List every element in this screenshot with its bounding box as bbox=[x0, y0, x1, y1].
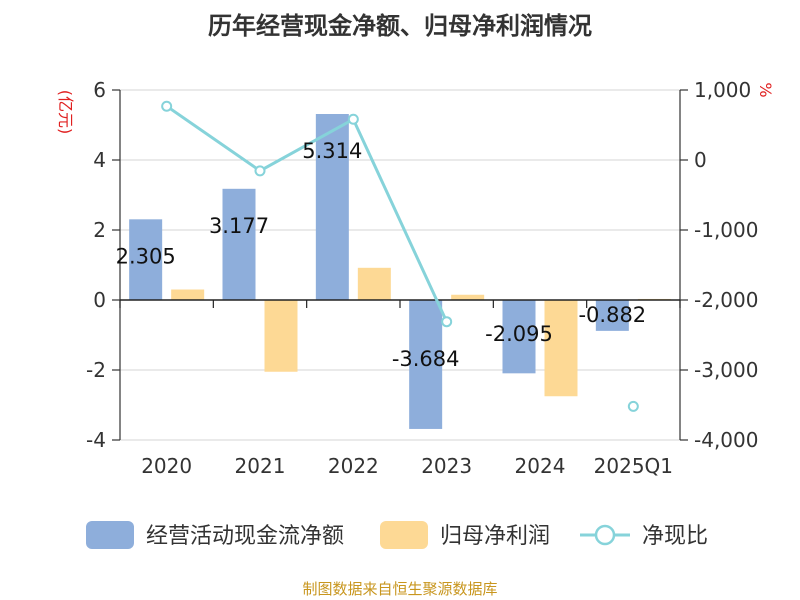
left-tick-label: 6 bbox=[93, 78, 106, 102]
axis-ticks: 6 4 2 0 -2 -4 1,000 0 -1,000 -2,000 -3,000 -4,000 20… bbox=[86, 78, 758, 478]
axes bbox=[112, 89, 688, 441]
data-labels: 2.305 3.177 5.314 -3.684 -2.095 -0.882 bbox=[116, 139, 647, 371]
left-tick-label: -4 bbox=[86, 428, 106, 452]
bar-netprofit bbox=[171, 289, 205, 300]
category-label: 2021 bbox=[235, 454, 286, 478]
legend-swatch-cashflow bbox=[86, 521, 134, 549]
category-label: 2024 bbox=[515, 454, 566, 478]
chart-title: 历年经营现金净额、归母净利润情况 bbox=[208, 12, 592, 40]
source-note: 制图数据来自恒生聚源数据库 bbox=[302, 580, 497, 598]
ratio-line bbox=[162, 102, 638, 411]
ratio-point bbox=[161, 100, 173, 112]
bar-cashflow bbox=[502, 300, 536, 374]
ratio-point bbox=[347, 113, 359, 125]
left-tick-label: 4 bbox=[93, 148, 106, 172]
legend-swatch-marker bbox=[594, 524, 616, 546]
right-tick-label: 1,000 bbox=[694, 78, 751, 102]
category-label: 2023 bbox=[421, 454, 472, 478]
left-axis-unit: (亿元) bbox=[56, 90, 75, 135]
legend-swatch-netprofit bbox=[380, 521, 428, 549]
category-label: 2025Q1 bbox=[594, 454, 673, 478]
bar-netprofit bbox=[544, 300, 578, 397]
bar-cashflow bbox=[595, 300, 629, 331]
data-label: -3.684 bbox=[392, 347, 460, 371]
legend-label-cashflow: 经营活动现金流净额 bbox=[146, 524, 344, 549]
right-tick-label: -1,000 bbox=[694, 218, 758, 242]
category-label: 2022 bbox=[328, 454, 379, 478]
ratio-point bbox=[441, 316, 453, 328]
bar-netprofit bbox=[357, 267, 391, 300]
right-tick-label: 0 bbox=[694, 148, 707, 172]
data-label: 5.314 bbox=[302, 139, 362, 163]
bar-netprofit bbox=[451, 294, 485, 300]
bar-netprofit bbox=[264, 300, 298, 372]
right-axis-unit: % bbox=[756, 82, 775, 97]
left-tick-label: 2 bbox=[93, 218, 106, 242]
data-label: 2.305 bbox=[116, 244, 176, 268]
right-tick-label: -4,000 bbox=[694, 428, 758, 452]
right-tick-label: -2,000 bbox=[694, 288, 758, 312]
bar-cashflow bbox=[409, 300, 443, 429]
data-label: 3.177 bbox=[209, 214, 269, 238]
right-tick-label: -3,000 bbox=[694, 358, 758, 382]
left-tick-label: 0 bbox=[93, 288, 106, 312]
legend: 经营活动现金流净额 归母净利润 净现比 bbox=[86, 521, 708, 549]
bars bbox=[129, 114, 671, 429]
grid-lines bbox=[120, 89, 680, 441]
ratio-point bbox=[254, 165, 266, 177]
bar-cashflow bbox=[315, 114, 349, 300]
ratio-point bbox=[627, 400, 639, 412]
left-tick-label: -2 bbox=[86, 358, 106, 382]
bar-cashflow bbox=[222, 188, 256, 300]
bar-cashflow bbox=[129, 219, 163, 300]
data-label: -2.095 bbox=[485, 322, 553, 346]
legend-label-ratio: 净现比 bbox=[642, 524, 708, 549]
category-label: 2020 bbox=[141, 454, 192, 478]
data-label: -0.882 bbox=[578, 303, 646, 327]
legend-label-netprofit: 归母净利润 bbox=[440, 524, 550, 549]
